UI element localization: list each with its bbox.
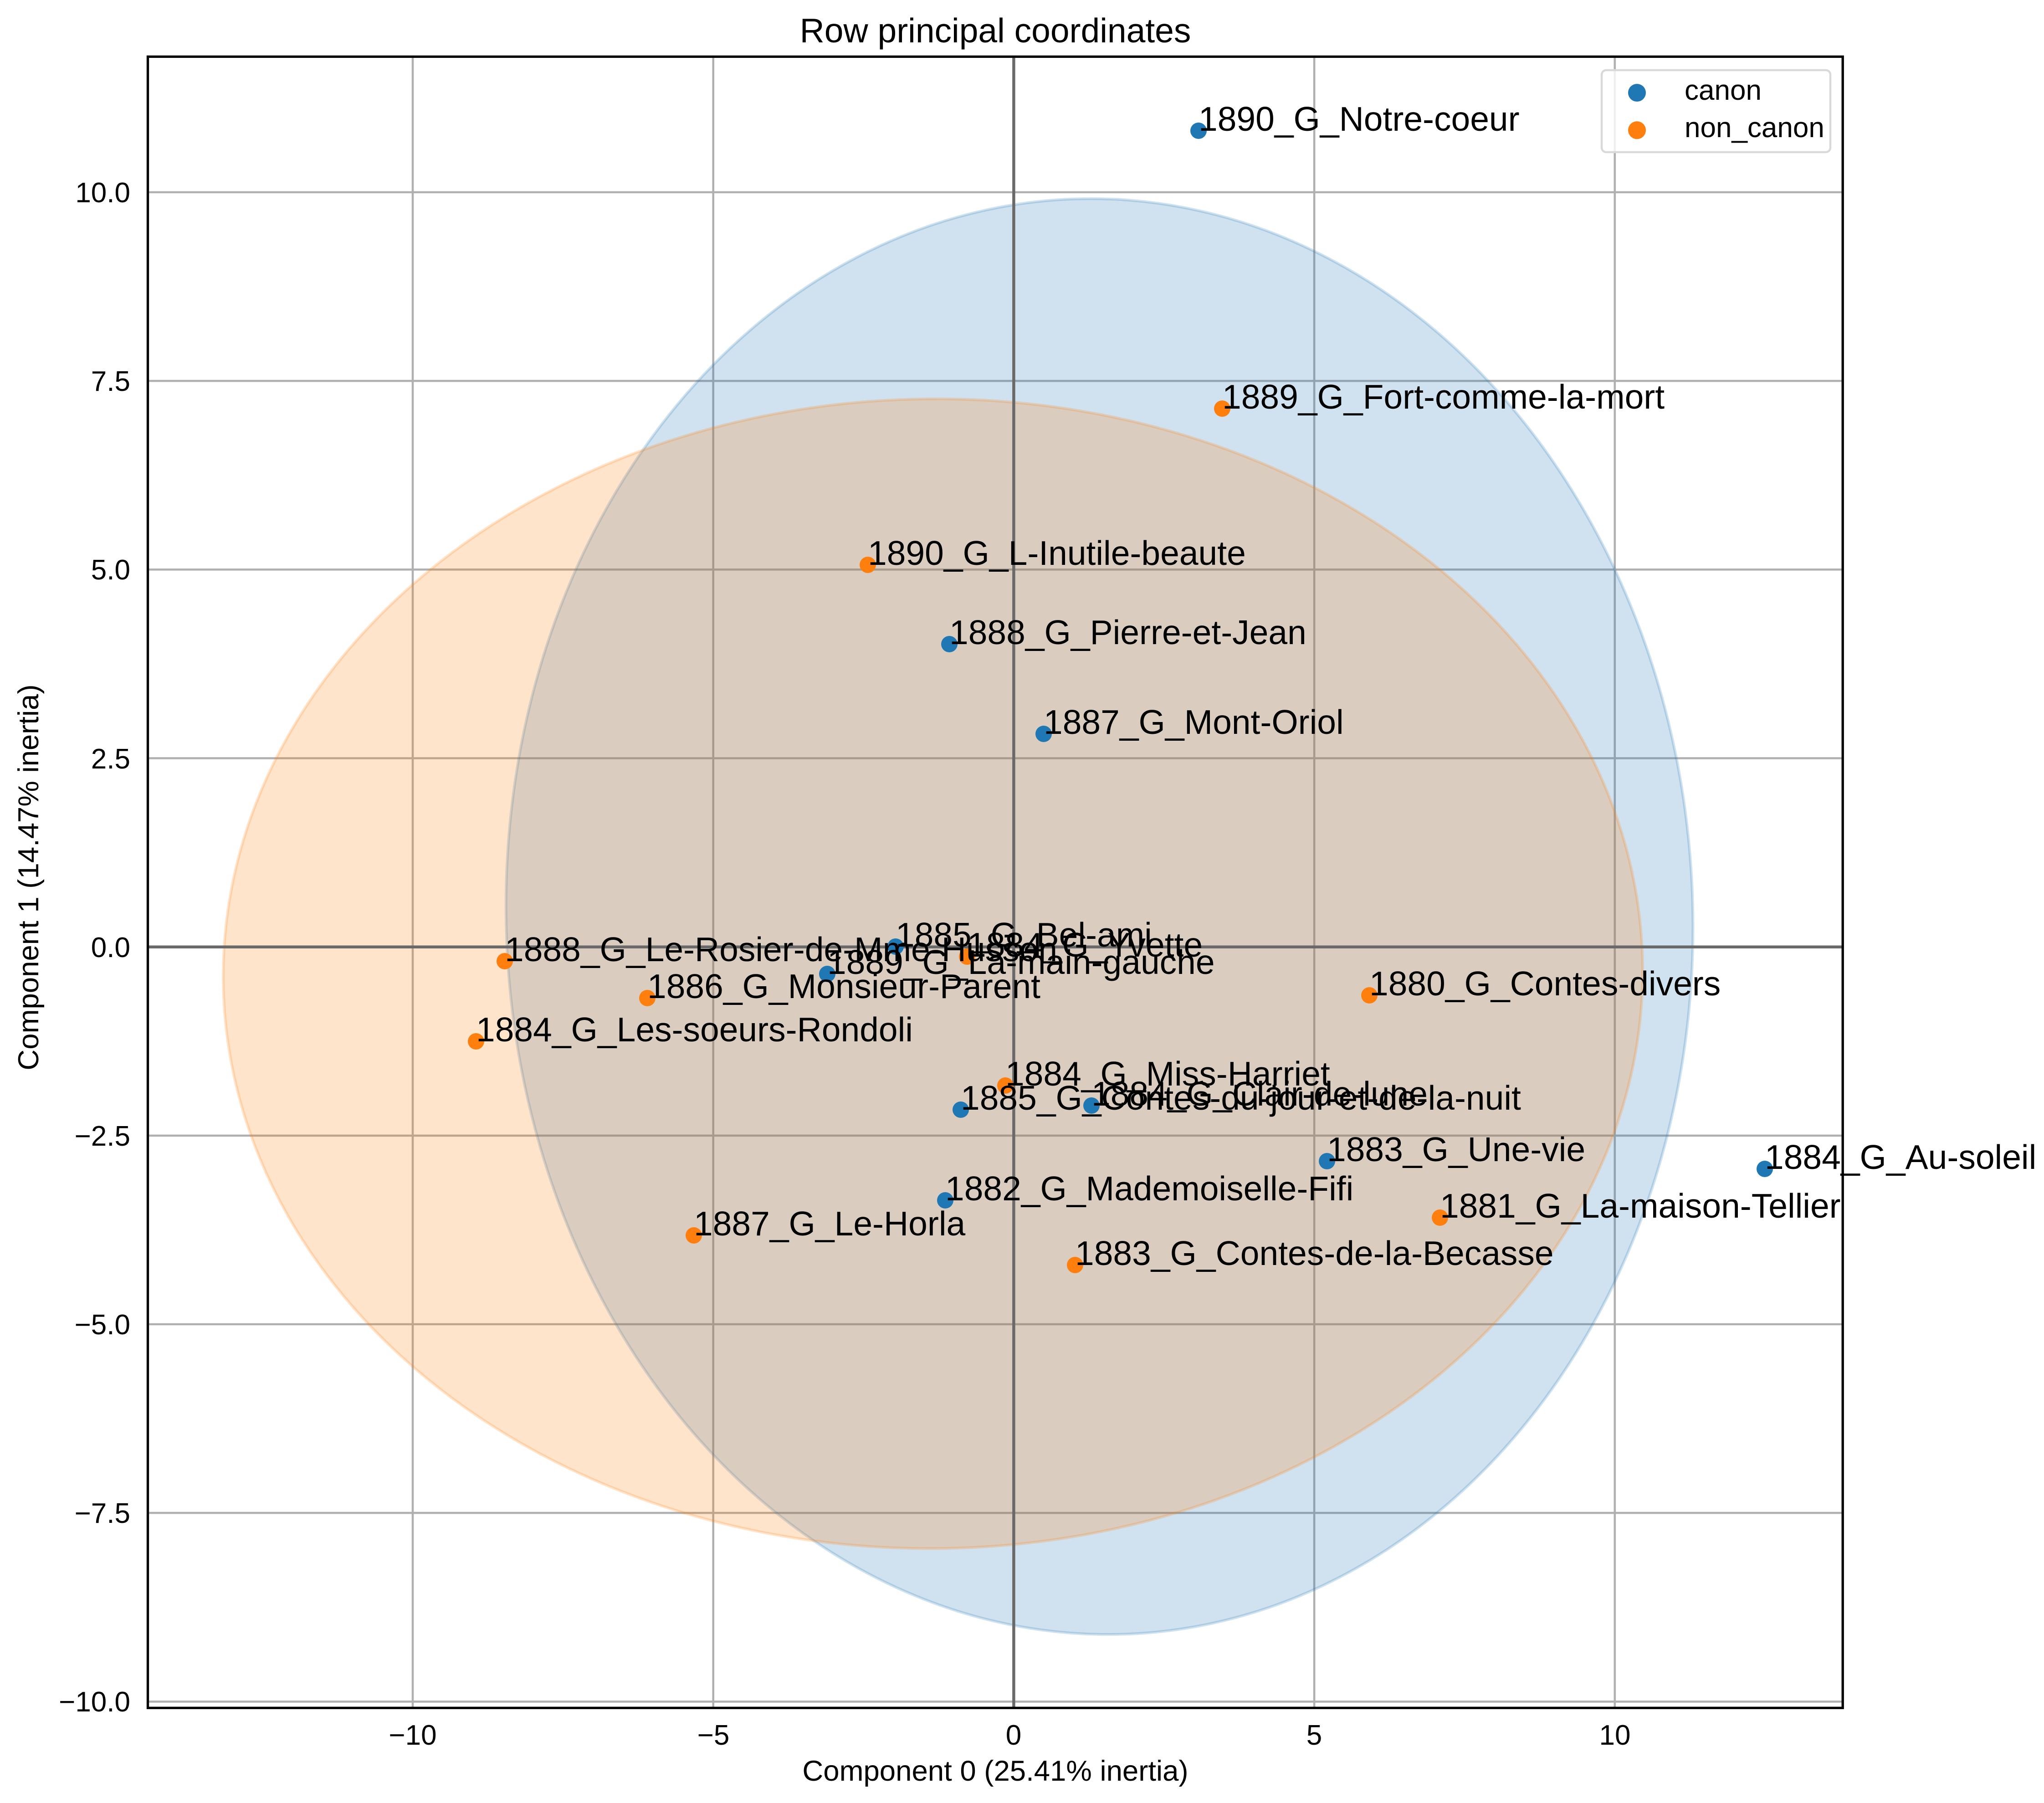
svg-text:7.5: 7.5 [91, 366, 130, 397]
svg-text:1888_G_Le-Rosier-de-Mme-Husson: 1888_G_Le-Rosier-de-Mme-Husson [505, 930, 1057, 968]
svg-text:−7.5: −7.5 [75, 1498, 130, 1529]
svg-text:10.0: 10.0 [75, 177, 130, 209]
svg-text:1883_G_Contes-de-la-Becasse: 1883_G_Contes-de-la-Becasse [1075, 1234, 1554, 1272]
svg-text:1884_G_Au-soleil: 1884_G_Au-soleil [1765, 1138, 2036, 1176]
svg-text:1887_G_Le-Horla: 1887_G_Le-Horla [694, 1204, 966, 1243]
svg-text:0.0: 0.0 [91, 932, 130, 963]
svg-text:0: 0 [1006, 1720, 1021, 1751]
svg-text:1886_G_Monsieur-Parent: 1886_G_Monsieur-Parent [647, 967, 1040, 1005]
svg-text:Row principal coordinates: Row principal coordinates [800, 11, 1191, 50]
svg-text:1881_G_La-maison-Tellier: 1881_G_La-maison-Tellier [1440, 1187, 1841, 1225]
svg-text:1884_G_Yvette: 1884_G_Yvette [967, 926, 1203, 964]
svg-text:canon: canon [1685, 75, 1762, 106]
svg-text:−5.0: −5.0 [75, 1309, 130, 1341]
svg-text:1884_G_Clair-de-lune: 1884_G_Clair-de-lune [1091, 1075, 1428, 1113]
svg-text:1884_G_Les-soeurs-Rondoli: 1884_G_Les-soeurs-Rondoli [476, 1010, 913, 1049]
svg-text:1887_G_Mont-Oriol: 1887_G_Mont-Oriol [1044, 703, 1344, 741]
svg-text:1890_G_Notre-coeur: 1890_G_Notre-coeur [1199, 100, 1520, 138]
svg-text:1883_G_Une-vie: 1883_G_Une-vie [1327, 1130, 1585, 1168]
svg-text:1889_G_La-main-gauche: 1889_G_La-main-gauche [827, 943, 1215, 981]
svg-text:1885_G_Contes-du-jour-et-de-la: 1885_G_Contes-du-jour-et-de-la-nuit [961, 1079, 1521, 1117]
svg-text:−2.5: −2.5 [75, 1121, 130, 1152]
svg-text:1880_G_Contes-divers: 1880_G_Contes-divers [1369, 964, 1721, 1003]
svg-text:1889_G_Fort-comme-la-mort: 1889_G_Fort-comme-la-mort [1222, 378, 1665, 416]
svg-text:5: 5 [1306, 1720, 1322, 1751]
svg-text:non_canon: non_canon [1685, 112, 1824, 143]
svg-text:1885_G_Bel-ami: 1885_G_Bel-ami [896, 916, 1152, 954]
svg-text:1884_G_Miss-Harriet: 1884_G_Miss-Harriet [1005, 1055, 1330, 1093]
svg-text:−10.0: −10.0 [59, 1686, 130, 1718]
svg-text:2.5: 2.5 [91, 743, 130, 775]
svg-text:Component 1 (14.47% inertia): Component 1 (14.47% inertia) [13, 684, 45, 1070]
svg-text:1888_G_Pierre-et-Jean: 1888_G_Pierre-et-Jean [949, 613, 1306, 651]
svg-text:−10: −10 [389, 1720, 436, 1751]
svg-text:1882_G_Mademoiselle-Fifi: 1882_G_Mademoiselle-Fifi [945, 1169, 1353, 1208]
svg-text:Component 0 (25.41% inertia): Component 0 (25.41% inertia) [802, 1755, 1188, 1787]
svg-text:−5: −5 [697, 1720, 730, 1751]
svg-text:10: 10 [1599, 1720, 1631, 1751]
svg-text:5.0: 5.0 [91, 554, 130, 586]
svg-text:1890_G_L-Inutile-beaute: 1890_G_L-Inutile-beaute [868, 534, 1246, 572]
